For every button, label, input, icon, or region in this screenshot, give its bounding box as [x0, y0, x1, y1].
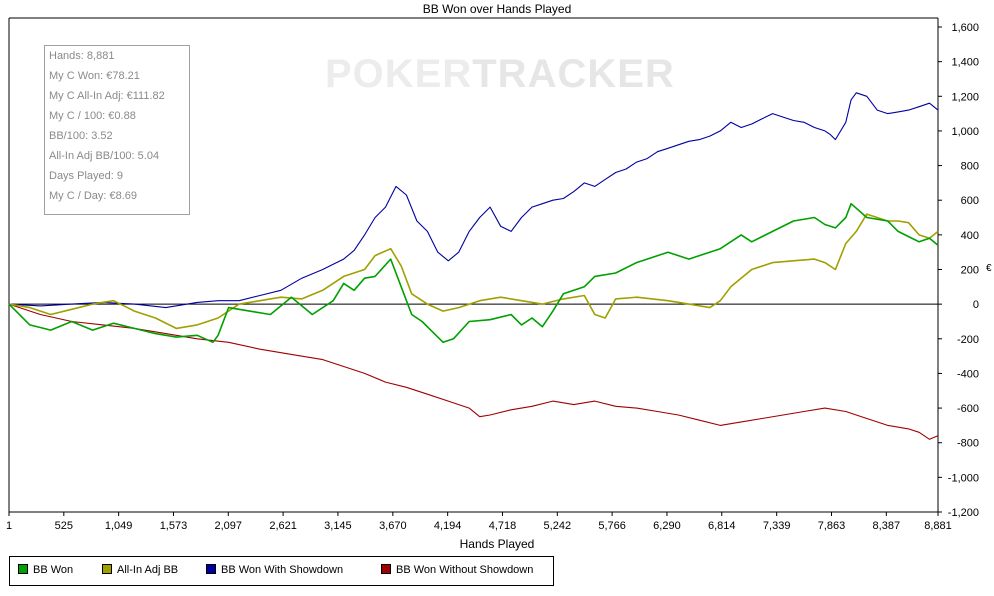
y-tick-label: 200 [961, 265, 979, 277]
legend-item-without-showdown: BB Won Without Showdown [381, 564, 533, 576]
stat-won: My C Won: €78.21 [49, 70, 140, 82]
y-tick-label: 0 [973, 299, 979, 311]
series-line-bb-won-with-showdown [8, 92, 939, 309]
x-tick-label: 6,290 [653, 520, 681, 532]
x-tick-label: 1,573 [160, 520, 188, 532]
pokertracker-watermark: POKERTRACKER [325, 52, 675, 96]
x-tick-label: 3,670 [379, 520, 407, 532]
y-tick-label: -1,200 [948, 507, 979, 519]
x-tick-label: 8,881 [924, 520, 952, 532]
x-tick-label: 4,194 [434, 520, 462, 532]
legend-label: BB Won With Showdown [221, 564, 344, 576]
stat-days: Days Played: 9 [49, 170, 123, 182]
x-tick-label: 1 [6, 520, 12, 532]
legend-label: BB Won Without Showdown [396, 564, 534, 576]
y-tick-label: 1,000 [951, 126, 979, 138]
x-tick-label: 7,863 [818, 520, 846, 532]
stat-per-100: My C / 100: €0.88 [49, 110, 136, 122]
stat-bb-100: BB/100: 3.52 [49, 130, 113, 142]
y-tick-label: 800 [961, 161, 979, 173]
x-tick-label: 2,621 [269, 520, 297, 532]
y-tick-label: -400 [957, 368, 979, 380]
x-tick-label: 6,814 [708, 520, 736, 532]
stat-allin-adj: My C All-In Adj: €111.82 [49, 90, 165, 102]
stats-box: Hands: 8,881 My C Won: €78.21 My C All-I… [44, 45, 190, 215]
x-tick-label: 3,145 [324, 520, 352, 532]
y-tick-label: -1,000 [948, 472, 979, 484]
legend-swatch-allin-adj [102, 564, 112, 574]
legend: BB Won All-In Adj BB BB Won With Showdow… [9, 556, 554, 586]
x-tick-label: 5,766 [598, 520, 626, 532]
legend-swatch-bb-won [18, 564, 28, 574]
y-tick-label: 1,600 [951, 22, 979, 34]
chart-title: BB Won over Hands Played [422, 2, 572, 16]
series-line-bb-won-without-showdown [8, 303, 939, 440]
y-tick-label: 1,400 [951, 57, 979, 69]
series-line-bb-won [8, 202, 939, 344]
y-tick-label: -200 [957, 334, 979, 346]
legend-swatch-with-showdown [206, 564, 216, 574]
x-axis-label: Hands Played [459, 537, 535, 551]
x-tick-label: 525 [55, 520, 73, 532]
y-tick-label: 600 [961, 195, 979, 207]
series-line-all-in-adj-bb [8, 213, 939, 330]
y-tick-label: 1,200 [951, 91, 979, 103]
stat-hands: Hands: 8,881 [49, 50, 115, 62]
x-tick-label: 7,339 [763, 520, 791, 532]
x-tick-label: 1,049 [105, 520, 133, 532]
x-tick-label: 4,718 [489, 520, 517, 532]
stat-per-day: My C / Day: €8.69 [49, 190, 138, 202]
y-tick-label: -600 [957, 403, 979, 415]
legend-item-bb-won: BB Won [18, 564, 73, 576]
legend-label: BB Won [33, 564, 74, 576]
x-tick-label: 5,242 [544, 520, 572, 532]
y-tick-label: -800 [957, 438, 979, 450]
y-tick-label: 400 [961, 230, 979, 242]
x-tick-label: 8,387 [873, 520, 901, 532]
plot-area [8, 17, 939, 513]
legend-swatch-without-showdown [381, 564, 391, 574]
x-tick-label: 2,097 [215, 520, 243, 532]
legend-label: All-In Adj BB [117, 564, 179, 576]
legend-item-allin-adj: All-In Adj BB [102, 564, 178, 576]
stat-allin-bb-100: All-In Adj BB/100: 5.04 [49, 150, 160, 162]
right-axis-mark: € [986, 263, 992, 274]
legend-item-with-showdown: BB Won With Showdown [206, 564, 343, 576]
